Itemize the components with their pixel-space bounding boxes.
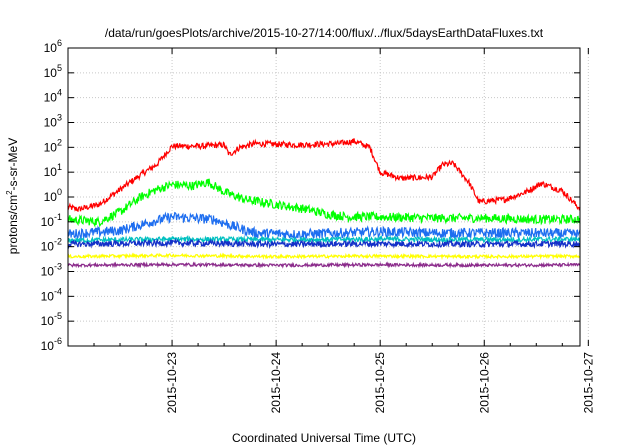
y-axis-label-rest: -s-sr-MeV	[6, 138, 20, 191]
y-tick-label: 10-4	[41, 286, 62, 303]
y-tick-label: 104	[44, 88, 62, 105]
y-axis-label-base: protons/cm	[6, 195, 20, 254]
y-tick-label: 103	[44, 113, 62, 130]
y-tick-label: 100	[44, 187, 62, 204]
y-tick-label: 106	[44, 38, 62, 55]
x-tick-label: 2015-10-25	[373, 352, 387, 414]
y-axis-label: protons/cm2-s-sr-MeV	[5, 138, 20, 254]
series-line	[67, 138, 581, 212]
x-tick-label: 2015-10-27	[581, 352, 595, 414]
y-tick-label: 10-6	[41, 336, 62, 353]
x-tick-label: 2015-10-23	[165, 352, 179, 414]
x-axis-ticks: 2015-10-23 2015-10-24 2015-10-25 2015-10-26…	[93, 48, 595, 414]
x-tick-label: 2015-10-24	[269, 352, 283, 414]
y-tick-label: 102	[44, 137, 62, 154]
series-line	[67, 178, 581, 228]
series-line	[67, 261, 581, 269]
series-line	[67, 237, 581, 250]
series-line	[67, 235, 581, 245]
y-tick-label: 10-3	[41, 262, 62, 279]
y-tick-label: 101	[44, 162, 62, 179]
y-axis-ticks: 106 105 104 103 102 101 100 10-1 10-2 10-3 10-4 10-…	[41, 38, 580, 353]
y-tick-label: 10-1	[41, 212, 62, 229]
x-tick-label: 2015-10-26	[477, 352, 491, 414]
y-axis-label-sup: 2	[5, 190, 14, 195]
x-axis-label: Coordinated Universal Time (UTC)	[232, 431, 416, 445]
series-line	[67, 211, 581, 241]
data-series	[67, 138, 581, 269]
y-tick-label: 10-5	[41, 311, 62, 328]
y-tick-label: 10-2	[41, 237, 62, 254]
y-tick-label: 105	[44, 63, 62, 80]
series-line	[67, 252, 581, 261]
chart-title: /data/run/goesPlots/archive/2015-10-27/1…	[105, 26, 544, 40]
